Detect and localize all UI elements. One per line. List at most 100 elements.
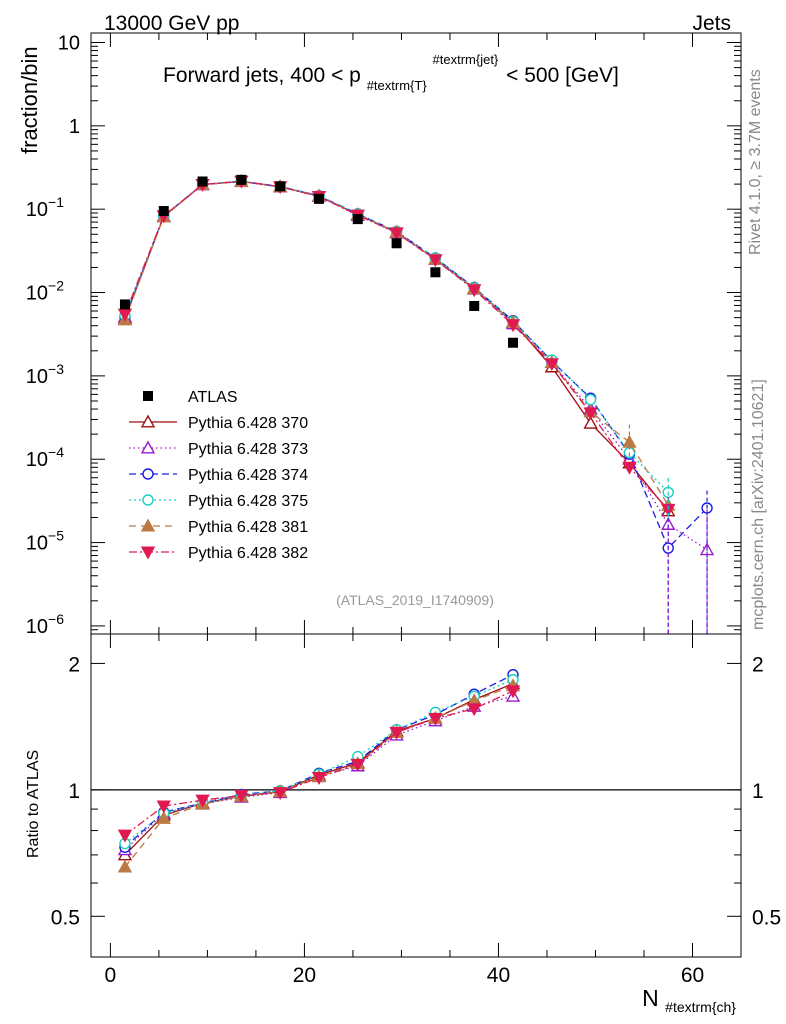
- series-point: [389, 227, 404, 241]
- rivet-label: Rivet 4.1.0, ≥ 3.7M events: [747, 69, 764, 255]
- ratio-point: [195, 794, 210, 808]
- title-sup: #textrm{jet}: [433, 52, 499, 67]
- ratio-point: [389, 726, 404, 740]
- legend-entry-3: Pythia 6.428 375: [129, 493, 308, 510]
- series-point: [467, 284, 482, 298]
- legend-marker: [140, 414, 156, 428]
- legend-marker: [140, 546, 156, 560]
- x-label-sub: #textrm{ch}: [665, 999, 736, 1015]
- legend-marker: [143, 391, 153, 401]
- x-axis-label: N #textrm{ch}: [642, 985, 736, 1015]
- series-point: [583, 415, 598, 429]
- main-frame: [90, 32, 742, 635]
- ratio-y-tick-label: 0.5: [51, 906, 80, 929]
- analysis-label: (ATLAS_2019_I1740909): [336, 592, 494, 608]
- legend-label: Pythia 6.428 373: [188, 441, 308, 458]
- data-series: [119, 174, 519, 348]
- series-point: [505, 319, 521, 333]
- ratio-y-tick-label-right: 2: [752, 653, 764, 676]
- ratio-y-axis-label: Ratio to ATLAS: [25, 750, 42, 858]
- legend-marker: [140, 518, 156, 532]
- series-point: [428, 254, 443, 268]
- ratio-series-3: [119, 673, 519, 850]
- ratio-line: [124, 674, 514, 848]
- legend: ATLAS Pythia 6.428 370 Pythia 6.428 373 Pyt…: [129, 389, 308, 562]
- error-bars: [628, 424, 708, 634]
- x-tick-labels: 0 20 40 60: [105, 964, 705, 987]
- ratio-y-tick-label-right: 0.5: [752, 906, 781, 929]
- ratio-point: [505, 685, 521, 699]
- ratio-y-tick-label: 2: [68, 653, 80, 676]
- data-point: [469, 300, 480, 311]
- data-point: [508, 337, 519, 348]
- title-post: < 500 [GeV]: [506, 64, 619, 87]
- category-label: Jets: [692, 12, 731, 35]
- ratio-point: [350, 758, 365, 772]
- ratio-point: [467, 703, 482, 717]
- title-sub: #textrm{T}: [367, 78, 428, 93]
- main-y-tick-label: 10−1: [26, 194, 64, 221]
- ratio-point: [156, 810, 171, 824]
- data-point: [197, 176, 208, 187]
- legend-label: Pythia 6.428 381: [188, 519, 308, 536]
- data-point: [391, 238, 402, 249]
- series-point: [583, 407, 598, 421]
- title-pre: Forward jets, 400 < p: [163, 64, 361, 87]
- ratio-line: [124, 690, 514, 836]
- main-y-tick-label: 1: [69, 116, 80, 138]
- x-tick-label: 20: [293, 964, 316, 987]
- x-tick-label: 60: [681, 964, 704, 987]
- ratio-point: [117, 859, 133, 873]
- x-tick-label: 0: [105, 964, 117, 987]
- series-point: [622, 461, 637, 475]
- main-y-tick-label: 10−6: [26, 611, 64, 638]
- ratio-y-tick-label-right: 1: [752, 780, 764, 803]
- ratio-point: [272, 787, 288, 801]
- main-y-tick-label: 10−4: [26, 444, 64, 471]
- legend-entry-5: Pythia 6.428 382: [129, 545, 308, 562]
- legend-entry-data: ATLAS: [143, 389, 238, 406]
- legend-label: ATLAS: [188, 389, 238, 406]
- legend-entry-4: Pythia 6.428 381: [129, 518, 308, 536]
- main-y-tick-label: 10−5: [26, 528, 64, 555]
- data-point: [275, 181, 286, 192]
- ratio-point: [234, 789, 249, 803]
- legend-entry-2: Pythia 6.428 374: [129, 467, 308, 484]
- ratio-y-tick-label: 1: [68, 780, 80, 803]
- main-y-tick-label: 10−2: [26, 278, 64, 305]
- main-y-tick-label: 10−3: [26, 361, 64, 388]
- legend-label: Pythia 6.428 375: [188, 493, 308, 510]
- ratio-frame: [90, 633, 742, 958]
- legend-label: Pythia 6.428 374: [188, 467, 308, 484]
- series-point: [584, 393, 597, 406]
- energy-label: 13000 GeV pp: [104, 12, 239, 35]
- data-point: [158, 206, 169, 217]
- data-point: [236, 174, 247, 185]
- legend-marker: [140, 440, 156, 454]
- chart-title: Forward jets, 400 < p #textrm{T} #textrm…: [163, 46, 619, 95]
- ratio-series-2: [119, 669, 519, 853]
- ratio-series-5: [117, 685, 521, 843]
- mcplots-label: mcplots.cern.ch [arXiv:2401.10621]: [750, 379, 767, 630]
- main-panel: 10 1 10−1 10−2 10−3 10−4 10−5 10−6: [26, 32, 742, 638]
- ratio-point: [117, 829, 133, 843]
- series-point: [544, 358, 560, 372]
- main-y-tick-label: 10: [58, 32, 80, 54]
- legend-entry-1: Pythia 6.428 373: [129, 440, 308, 458]
- legend-marker: [142, 494, 154, 506]
- legend-marker: [142, 468, 154, 480]
- data-point: [313, 193, 324, 204]
- data-point: [119, 299, 130, 310]
- series-4: [117, 174, 676, 511]
- x-tick-label: 40: [487, 964, 510, 987]
- ratio-point: [311, 772, 327, 785]
- legend-label: Pythia 6.428 382: [188, 545, 308, 562]
- ratio-line: [124, 685, 514, 868]
- ratio-panel: 0.5 0.51 12 20 20 40 60: [51, 633, 781, 987]
- data-point: [430, 267, 441, 278]
- ratio-point: [428, 712, 443, 726]
- data-point: [352, 214, 363, 225]
- ratio-point: [156, 800, 171, 814]
- legend-label: Pythia 6.428 370: [188, 415, 308, 432]
